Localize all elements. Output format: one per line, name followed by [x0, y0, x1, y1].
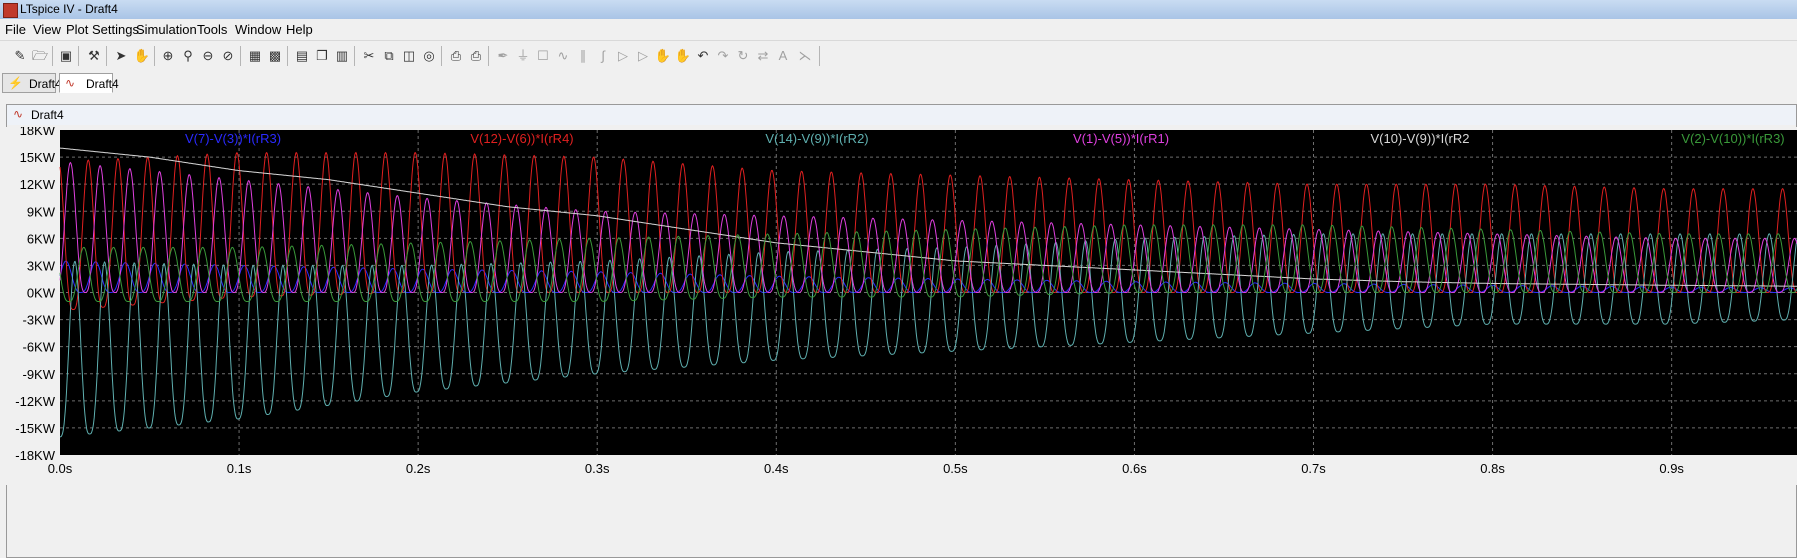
paste-icon[interactable]: ◫: [402, 48, 416, 63]
menu-window[interactable]: Window: [235, 22, 282, 37]
x-tick-label: 0.3s: [585, 461, 610, 476]
diode-icon[interactable]: ▷: [618, 48, 628, 63]
drag-icon[interactable]: ✋: [674, 48, 692, 63]
y-tick-label: 0KW: [27, 286, 56, 301]
menu-help[interactable]: Help: [286, 22, 313, 37]
zoom-out-icon[interactable]: ⊖: [202, 48, 214, 63]
text-icon[interactable]: A: [778, 48, 788, 63]
print-setup-icon[interactable]: ⎙: [450, 48, 462, 63]
series-line: [59, 260, 1797, 293]
menu-file[interactable]: File: [5, 22, 26, 37]
menu-plot-settings[interactable]: Plot Settings: [66, 22, 139, 37]
series-line: [59, 224, 1797, 302]
y-tick-label: 9KW: [27, 204, 56, 219]
legend-entry[interactable]: V(10)-V(9))*I(rR2: [1371, 131, 1470, 146]
menu-view[interactable]: View: [33, 22, 61, 37]
cut-icon[interactable]: ✂: [363, 48, 375, 63]
new-schematic-icon[interactable]: ✎: [14, 48, 26, 63]
x-tick-label: 0.8s: [1480, 461, 1505, 476]
schematic-icon: ⚡: [8, 76, 23, 90]
y-tick-label: -12KW: [15, 394, 55, 409]
cascade-icon[interactable]: ❐: [316, 48, 328, 63]
x-tick-label: 0.0s: [48, 461, 73, 476]
x-tick-label: 0.6s: [1122, 461, 1147, 476]
legend-entry[interactable]: V(2)-V(10))*I(rR3): [1681, 131, 1784, 146]
document-title: Draft4: [31, 108, 64, 122]
zoom-fit-icon[interactable]: ▩: [268, 48, 282, 63]
menu-bar: File View Plot Settings Simulation Tools…: [0, 19, 1797, 40]
capacitor-icon[interactable]: ∥: [579, 48, 587, 63]
series-line: [59, 233, 1797, 438]
print-icon[interactable]: ⎙: [470, 48, 482, 63]
toolbar: ✎ 🗁 ▣ ⚒ ➤ ✋ ⊕ ⚲ ⊖ ⊘ ▦ ▩ ▤ ❐ ▥ ✂ ⧉ ◫ ◎ ⎙ …: [0, 40, 1797, 72]
legend-entry[interactable]: V(1)-V(5))*I(rR1): [1073, 131, 1169, 146]
legend: V(7)-V(3))*I(rR3) V(12)-V(6))*I(rR4) V(14)…: [185, 131, 1785, 146]
y-axis: 18KW 15KW 12KW 9KW 6KW 3KW 0KW -3KW -6KW -9KW -12K…: [15, 127, 55, 463]
series-line: [59, 151, 1797, 310]
legend-entry[interactable]: V(14)-V(9))*I(rR2): [765, 131, 868, 146]
series-line: [60, 147, 1797, 287]
window-title: LTspice IV - Draft4: [20, 2, 118, 16]
run-icon[interactable]: ➤: [115, 48, 127, 63]
label-net-icon[interactable]: ☐: [537, 48, 549, 63]
control-panel-icon[interactable]: ⚒: [88, 48, 100, 63]
autorange-icon[interactable]: ▦: [248, 48, 262, 63]
y-tick-label: -15KW: [15, 421, 55, 436]
menu-simulation[interactable]: Simulation: [136, 22, 197, 37]
waveform-plot[interactable]: V(7)-V(3))*I(rR3) V(12)-V(6))*I(rR4) V(14)…: [0, 127, 1797, 485]
tile-vertical-icon[interactable]: ▥: [335, 48, 349, 63]
title-bar: LTspice IV - Draft4: [0, 0, 1797, 20]
y-tick-label: -18KW: [15, 448, 55, 463]
y-tick-label: 12KW: [20, 177, 56, 192]
series-traces: [59, 147, 1797, 438]
move-icon[interactable]: ✋: [654, 48, 672, 63]
y-tick-label: -6KW: [23, 340, 56, 355]
find-icon[interactable]: ◎: [423, 48, 435, 63]
zoom-area-icon[interactable]: ⊕: [162, 48, 174, 63]
tab-bar: ⚡ Draft4 ∿ Draft4: [0, 71, 1797, 95]
zoom-cancel-icon[interactable]: ⊘: [222, 48, 234, 63]
open-icon[interactable]: 🗁: [31, 48, 49, 63]
tile-horizontal-icon[interactable]: ▤: [295, 48, 309, 63]
app-icon: [3, 3, 18, 18]
undo-icon[interactable]: ↶: [697, 48, 709, 63]
resistor-icon[interactable]: ∿: [557, 48, 569, 63]
x-tick-label: 0.1s: [227, 461, 252, 476]
y-tick-label: 18KW: [20, 127, 56, 138]
document-title-bar: ∿ Draft4: [7, 105, 1796, 125]
zoom-in-icon[interactable]: ⚲: [183, 48, 193, 63]
y-tick-label: -3KW: [23, 313, 56, 328]
rotate-icon[interactable]: ↻: [737, 48, 749, 63]
series-line: [59, 161, 1797, 293]
spice-directive-icon[interactable]: ⋋: [798, 48, 812, 63]
x-tick-label: 0.7s: [1301, 461, 1326, 476]
x-tick-label: 0.5s: [943, 461, 968, 476]
inductor-icon[interactable]: ∫: [601, 48, 605, 63]
mirror-icon[interactable]: ⇄: [757, 48, 769, 63]
tab-waveform[interactable]: ∿ Draft4: [59, 73, 119, 93]
legend-entry[interactable]: V(12)-V(6))*I(rR4): [470, 131, 573, 146]
x-axis: 0.0s 0.1s 0.2s 0.3s 0.4s 0.5s 0.6s 0.7s 0.8s 0.9s: [48, 461, 1685, 476]
tab-label: Draft4: [86, 77, 119, 91]
x-tick-label: 0.2s: [406, 461, 431, 476]
y-tick-label: 15KW: [20, 150, 56, 165]
component-icon[interactable]: ▷: [638, 48, 648, 63]
waveform-icon: ∿: [13, 107, 24, 121]
y-tick-label: 3KW: [27, 258, 56, 273]
y-tick-label: -9KW: [23, 367, 56, 382]
y-tick-label: 6KW: [27, 231, 56, 246]
waveform-icon: ∿: [65, 76, 76, 90]
save-icon[interactable]: ▣: [59, 48, 73, 63]
copy-icon[interactable]: ⧉: [384, 48, 394, 63]
redo-icon[interactable]: ↷: [717, 48, 729, 63]
halt-icon[interactable]: ✋: [133, 48, 151, 63]
x-tick-label: 0.9s: [1659, 461, 1684, 476]
tab-label: Draft4: [29, 77, 62, 91]
tab-schematic[interactable]: ⚡ Draft4: [2, 73, 62, 93]
menu-tools[interactable]: Tools: [197, 22, 228, 37]
ground-icon[interactable]: ⏚: [516, 48, 530, 63]
legend-entry[interactable]: V(7)-V(3))*I(rR3): [185, 131, 281, 146]
wire-icon[interactable]: ✒: [497, 48, 509, 63]
x-tick-label: 0.4s: [764, 461, 789, 476]
